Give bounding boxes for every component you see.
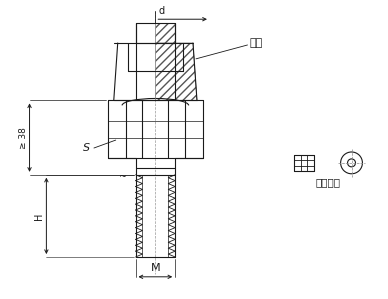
Text: M: M — [151, 263, 160, 273]
Text: 可动卡套: 可动卡套 — [315, 178, 340, 188]
Text: H: H — [35, 212, 44, 219]
Text: S: S — [83, 143, 90, 153]
Text: ~: ~ — [120, 172, 128, 182]
Text: d: d — [158, 6, 165, 16]
Text: ≥ 38: ≥ 38 — [19, 127, 28, 149]
Text: 卡套: 卡套 — [249, 38, 263, 48]
